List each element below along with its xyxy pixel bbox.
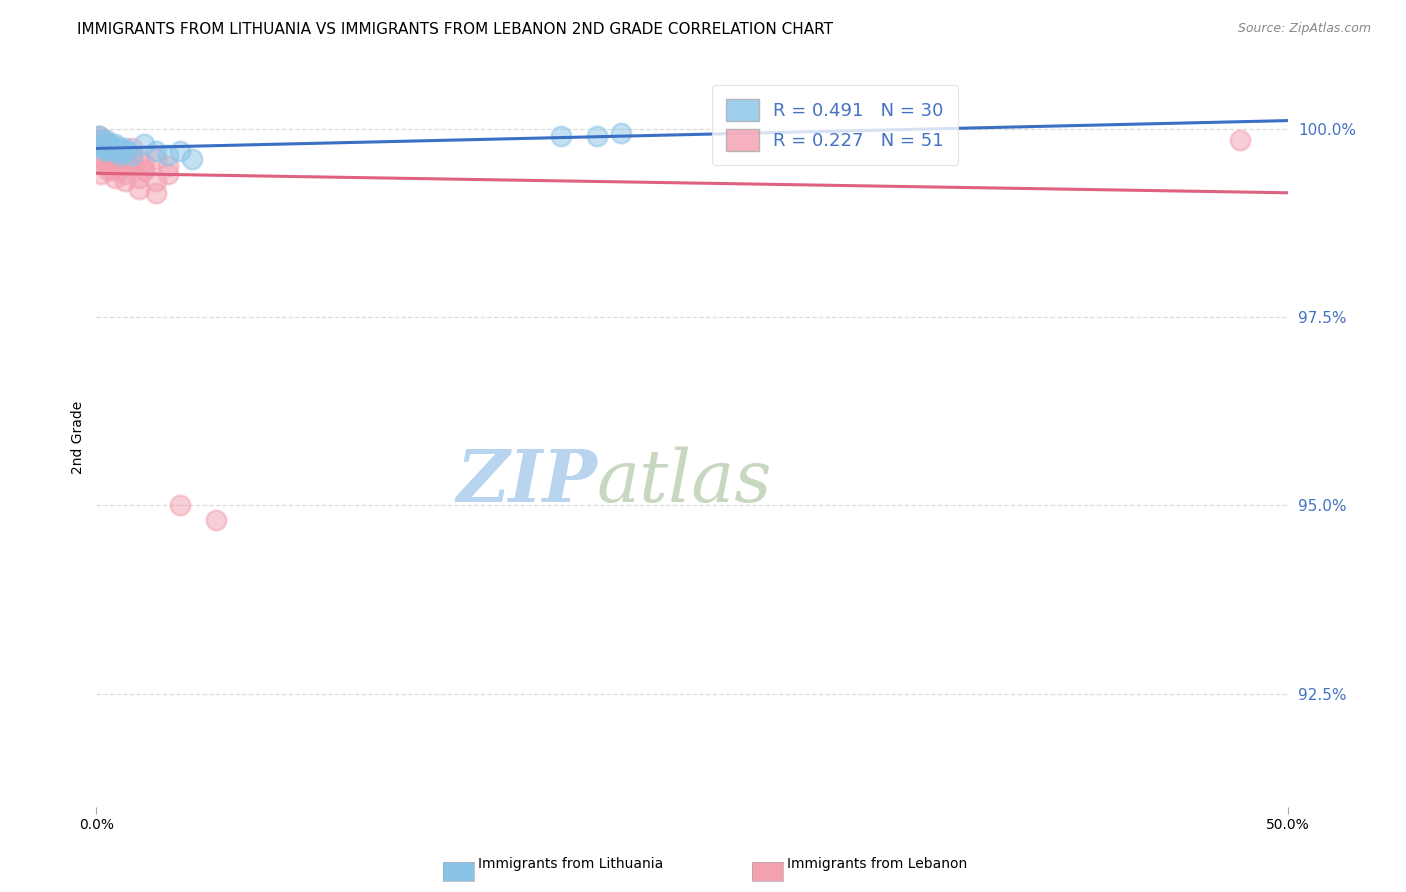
Point [93, 140, 115, 154]
Point [108, 148, 131, 162]
Point [93, 140, 115, 154]
Point [128, 182, 150, 196]
Point [111, 145, 134, 159]
Point [108, 140, 131, 154]
Point [87, 129, 110, 144]
Point [107, 145, 129, 159]
Text: ZIP: ZIP [456, 446, 598, 517]
Point [121, 160, 143, 174]
Point [145, 174, 167, 188]
Point [180, 152, 202, 166]
Point [100, 140, 122, 154]
Point [100, 140, 122, 154]
Point [97, 148, 120, 162]
Point [100, 136, 122, 151]
Point [94, 145, 117, 159]
Point [156, 160, 179, 174]
Text: Immigrants from Lebanon: Immigrants from Lebanon [787, 856, 967, 871]
Point [97, 136, 120, 151]
Text: atlas: atlas [598, 447, 772, 517]
Point [128, 152, 150, 166]
Point [204, 513, 226, 527]
Point [169, 499, 191, 513]
Text: IMMIGRANTS FROM LITHUANIA VS IMMIGRANTS FROM LEBANON 2ND GRADE CORRELATION CHART: IMMIGRANTS FROM LITHUANIA VS IMMIGRANTS … [77, 22, 834, 37]
Point [100, 152, 122, 166]
Point [111, 152, 134, 166]
Point [132, 155, 155, 169]
Point [97, 163, 120, 178]
Point [93, 136, 115, 151]
Point [97, 140, 120, 154]
Point [94, 140, 117, 154]
Point [90, 140, 112, 154]
Point [90, 136, 112, 151]
Point [93, 152, 115, 166]
Point [169, 145, 191, 159]
Point [117, 145, 139, 159]
Point [145, 152, 167, 166]
Point [90, 155, 112, 169]
Point [104, 152, 127, 166]
Point [90, 140, 112, 154]
Point [156, 148, 179, 162]
Point [87, 133, 110, 147]
Point [107, 145, 129, 159]
Point [132, 136, 155, 151]
Text: Source: ZipAtlas.com: Source: ZipAtlas.com [1237, 22, 1371, 36]
Point [93, 152, 115, 166]
Point [145, 145, 167, 159]
Point [108, 163, 131, 178]
Point [101, 148, 124, 162]
Point [94, 160, 117, 174]
Point [93, 133, 115, 147]
Point [132, 163, 155, 178]
Point [121, 140, 143, 154]
Point [87, 129, 110, 144]
Point [97, 145, 120, 159]
Point [128, 170, 150, 185]
Point [121, 148, 143, 162]
Point [117, 152, 139, 166]
Point [156, 167, 179, 181]
Point [114, 174, 136, 188]
Point [94, 145, 117, 159]
Point [132, 163, 155, 178]
Point [90, 136, 112, 151]
Point [104, 136, 127, 151]
Point [101, 140, 124, 154]
Point [609, 126, 631, 140]
Point [104, 145, 127, 159]
Point [1229, 133, 1251, 147]
Point [108, 148, 131, 162]
Point [550, 129, 572, 144]
Point [121, 152, 143, 166]
Legend: R = 0.491   N = 30, R = 0.227   N = 51: R = 0.491 N = 30, R = 0.227 N = 51 [711, 85, 959, 165]
Point [104, 152, 127, 166]
Y-axis label: 2nd Grade: 2nd Grade [72, 401, 86, 475]
Point [114, 140, 136, 154]
Point [87, 133, 110, 147]
Point [104, 170, 127, 185]
Point [114, 148, 136, 162]
Point [97, 140, 120, 154]
Point [586, 129, 609, 144]
Point [114, 167, 136, 181]
Point [145, 186, 167, 200]
Point [108, 148, 131, 162]
Point [100, 145, 122, 159]
Point [90, 167, 112, 181]
Point [101, 163, 124, 178]
Point [94, 133, 117, 147]
Text: Immigrants from Lithuania: Immigrants from Lithuania [478, 856, 664, 871]
